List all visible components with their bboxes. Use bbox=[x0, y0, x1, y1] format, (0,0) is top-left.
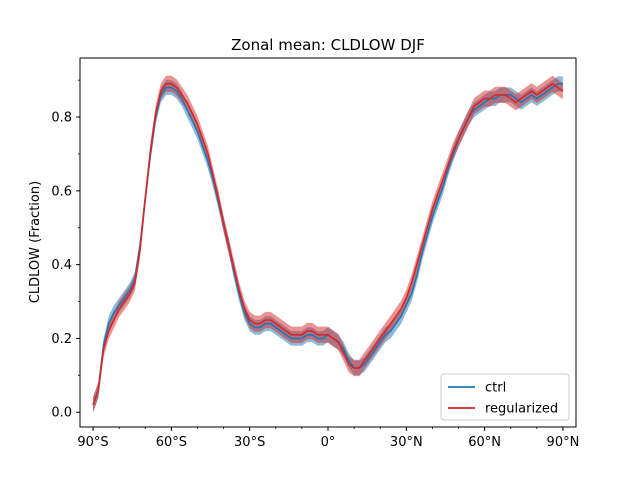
y-axis: 0.0 0.2 0.4 0.6 0.8 bbox=[51, 79, 80, 421]
y-axis-label: CLDLOW (Fraction) bbox=[28, 181, 43, 303]
x-tick-label: 90°S bbox=[77, 435, 108, 450]
legend-label-regularized: regularized bbox=[485, 402, 558, 417]
x-tick-label: 60°N bbox=[468, 435, 501, 450]
y-tick-label: 0.2 bbox=[51, 332, 72, 347]
chart-title: Zonal mean: CLDLOW DJF bbox=[231, 36, 425, 54]
x-tick-label: 60°S bbox=[156, 435, 187, 450]
x-tick-label: 30°N bbox=[390, 435, 423, 450]
x-tick-label: 90°N bbox=[547, 435, 580, 450]
y-tick-label: 0.0 bbox=[51, 406, 72, 421]
legend: ctrl regularized bbox=[440, 373, 570, 421]
line-regularized bbox=[92, 83, 564, 406]
legend-label-ctrl: ctrl bbox=[485, 381, 506, 396]
y-tick-label: 0.4 bbox=[51, 258, 72, 273]
x-axis: 90°S 60°S 30°S 0° 30°N 60°N 90°N bbox=[77, 427, 579, 450]
y-tick-label: 0.8 bbox=[51, 111, 72, 126]
confidence-bands bbox=[93, 75, 563, 413]
series-lines bbox=[92, 83, 564, 406]
x-tick-label: 30°S bbox=[234, 435, 265, 450]
band-regularized bbox=[93, 75, 563, 413]
x-tick-label: 0° bbox=[321, 435, 336, 450]
y-tick-label: 0.6 bbox=[51, 184, 72, 199]
